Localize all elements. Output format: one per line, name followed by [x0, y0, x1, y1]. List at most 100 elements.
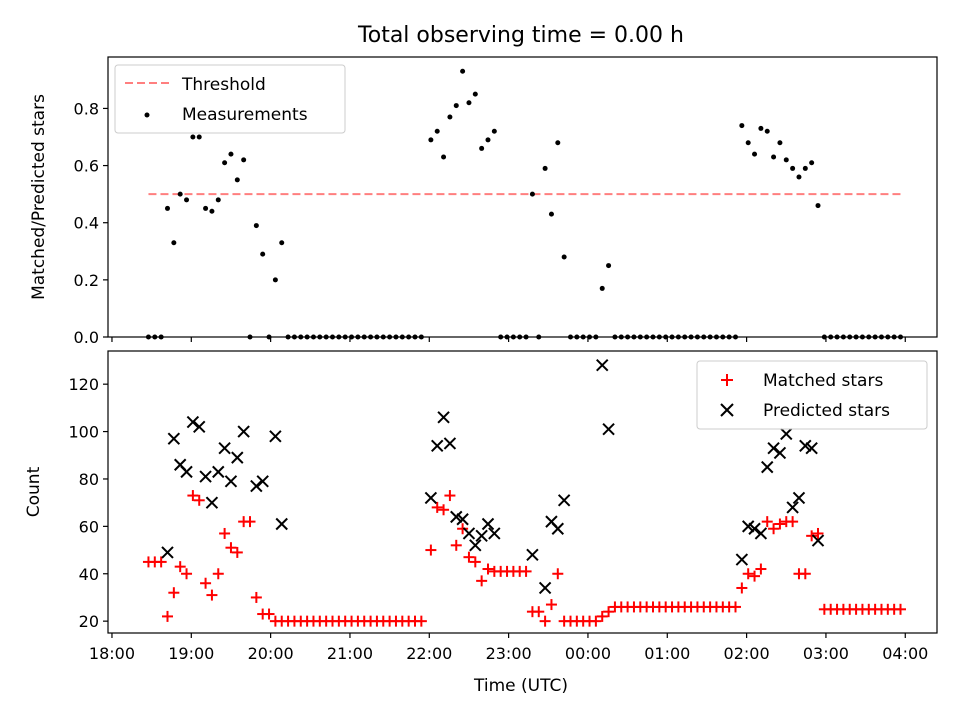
measurement-point [796, 174, 802, 180]
predicted-star-point [526, 548, 539, 562]
predicted-star-point [186, 415, 200, 429]
matched-star-point [730, 601, 742, 613]
legend-matched-swatch [721, 374, 733, 386]
predicted-star-point [754, 527, 768, 540]
predicted-star-point [431, 439, 444, 452]
predicted-star-point [167, 432, 181, 445]
matched-star-point [482, 563, 494, 575]
legend-measurements-label: Measurements [182, 105, 308, 125]
ratio-plot-frame [107, 56, 938, 338]
matched-star-point [231, 546, 243, 558]
ratio-y-tick-label: 0.0 [74, 328, 99, 347]
matched-star-point [520, 565, 532, 577]
matched-star-point [596, 610, 608, 622]
measurement-point [260, 251, 266, 257]
matched-star-point [761, 516, 773, 528]
count-legend-box [696, 360, 928, 430]
measurement-point [815, 203, 821, 209]
measurement-point [802, 165, 808, 171]
measurement-point [164, 205, 170, 211]
matched-star-point [244, 516, 256, 528]
matched-star-point [219, 527, 231, 539]
predicted-star-point [437, 411, 450, 424]
legend-predicted-swatch [720, 403, 734, 417]
predicted-star-point [456, 513, 469, 526]
matched-star-point [425, 544, 437, 556]
ratio-legend-box [114, 64, 346, 134]
predicted-star-point [218, 441, 231, 455]
predicted-star-point [596, 359, 609, 372]
count-legend: Matched stars Predicted stars [696, 360, 928, 430]
measurement-point [529, 191, 535, 197]
measurement-point [434, 128, 440, 134]
predicted-star-point [551, 522, 565, 535]
ratio-panel: Total observing time = 0.00 h 0.0 0.2 0.4 0… [29, 23, 938, 347]
matched-star-point [533, 606, 545, 618]
matched-star-point [799, 568, 811, 580]
measurement-point [279, 240, 285, 246]
ratio-y-tick-label: 0.8 [74, 99, 99, 118]
matched-star-point [457, 523, 469, 535]
measurement-point [555, 140, 561, 146]
measurement-point [783, 157, 789, 163]
matched-star-point [415, 615, 427, 627]
matched-star-point [749, 570, 761, 582]
measurement-point [790, 165, 796, 171]
predicted-star-point [767, 441, 780, 455]
predicted-star-point [786, 501, 799, 514]
legend-threshold-label: Threshold [181, 75, 266, 95]
matched-star-point [161, 610, 173, 622]
measurement-point [447, 114, 453, 120]
x-tick-label: 03:00 [803, 644, 849, 663]
predicted-star-point [199, 470, 212, 483]
measurement-point [739, 123, 745, 129]
matched-star-point [774, 518, 786, 530]
x-axis-label: Time (UTC) [473, 676, 568, 696]
matched-star-point [174, 561, 186, 573]
predicted-star-point [805, 441, 818, 455]
measurement-point [809, 160, 815, 166]
measurement-point [209, 208, 215, 214]
measurement-point [599, 285, 605, 291]
matched-star-point [431, 501, 443, 513]
count-plot-frame [107, 350, 938, 634]
measurement-point [485, 137, 491, 143]
x-tick-label: 18:00 [89, 644, 135, 663]
count-panel: 20 40 60 80 100 120 18:00 19:00 20:00 21:00 22:00 2… [24, 350, 938, 696]
count-y-tick-label: 20 [79, 612, 99, 631]
matched-star-point [755, 563, 767, 575]
predicted-star-point [193, 420, 206, 434]
predicted-star-point [780, 427, 793, 441]
measurement-point [548, 211, 554, 217]
x-tick-label: 02:00 [724, 644, 770, 663]
measurement-point [272, 277, 278, 283]
predicted-star-point [488, 527, 501, 540]
matched-star-point [200, 577, 212, 589]
matched-star-point [206, 589, 218, 601]
measurement-point [745, 140, 751, 146]
predicted-star-point [538, 581, 552, 595]
measurement-point [466, 100, 472, 106]
predicted-star-point [602, 422, 615, 436]
matched-star-point [469, 556, 481, 568]
measurement-point [758, 125, 764, 131]
predicted-star-point [224, 475, 238, 488]
measurement-point [196, 134, 202, 140]
predicted-star-point [773, 446, 787, 460]
measurement-point [190, 134, 196, 140]
measurement-point [215, 197, 221, 203]
matched-star-point [463, 551, 475, 563]
predicted-star-point [735, 553, 749, 566]
x-tick-label: 21:00 [327, 644, 373, 663]
predicted-star-point [557, 494, 571, 507]
x-tick-label: 19:00 [168, 644, 214, 663]
measurement-point [428, 137, 434, 143]
predicted-star-point [212, 465, 225, 479]
ratio-legend: Threshold Measurements [114, 64, 346, 134]
measurement-point [184, 197, 190, 203]
predicted-star-point [469, 539, 482, 552]
matched-star-point [450, 539, 462, 551]
x-tick-label: 00:00 [565, 644, 611, 663]
measurement-point [171, 240, 177, 246]
